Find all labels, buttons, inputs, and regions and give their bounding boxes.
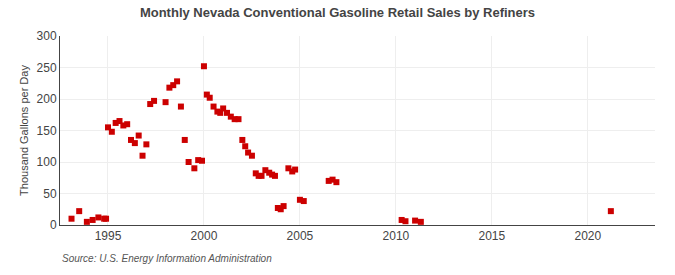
svg-text:2010: 2010	[383, 229, 410, 243]
svg-text:150: 150	[37, 124, 57, 138]
svg-text:0: 0	[50, 218, 57, 232]
svg-text:1995: 1995	[95, 229, 122, 243]
svg-text:100: 100	[37, 155, 57, 169]
svg-text:2000: 2000	[191, 229, 218, 243]
svg-text:2005: 2005	[287, 229, 314, 243]
svg-text:200: 200	[37, 92, 57, 106]
svg-text:50: 50	[43, 187, 57, 201]
svg-text:250: 250	[37, 61, 57, 75]
svg-text:Source: U.S. Energy Informatio: Source: U.S. Energy Information Administ…	[62, 253, 272, 264]
svg-text:Thousand Gallons per Day: Thousand Gallons per Day	[18, 65, 30, 196]
svg-text:2020: 2020	[574, 229, 601, 243]
svg-text:Monthly Nevada Conventional Ga: Monthly Nevada Conventional Gasoline Ret…	[140, 5, 535, 20]
svg-text:300: 300	[37, 29, 57, 43]
svg-text:2015: 2015	[478, 229, 505, 243]
